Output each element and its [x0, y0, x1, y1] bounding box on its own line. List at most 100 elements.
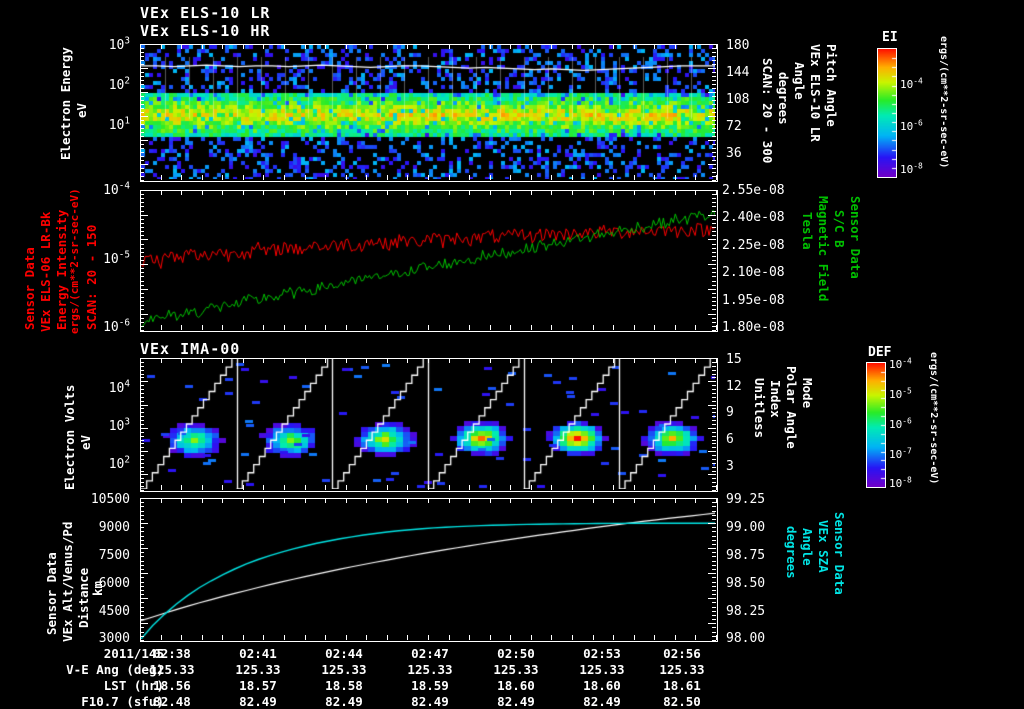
panel1-xtick [613, 175, 614, 180]
panel3-ytick [712, 463, 716, 464]
panel2-ytick [140, 194, 144, 195]
panel3-xtick [449, 485, 450, 490]
panel3-ytick [140, 420, 144, 421]
panel1-xtick [572, 175, 573, 180]
panel3-ytick [140, 440, 144, 441]
panel2-ytick [140, 301, 144, 302]
panel1-ytick [712, 132, 716, 133]
panel3-xtick [222, 358, 223, 363]
panel4-ytick [712, 540, 716, 541]
panel3-xtick [531, 485, 532, 490]
panel3-ytick [140, 408, 144, 409]
panel4-ytick [140, 602, 144, 603]
panel4-ytick [712, 502, 716, 503]
panel4-xtick [346, 498, 347, 503]
panel2-ytick [140, 235, 144, 236]
panel3-xtick [551, 358, 552, 363]
panel2-xtick [366, 190, 367, 195]
panel4-ytick [140, 573, 148, 574]
panel4-xtick [613, 498, 614, 503]
panel4-xtick [469, 498, 470, 503]
panel2-ytick [708, 239, 716, 240]
panel1-xtick [634, 44, 635, 49]
panel1-xtick [387, 44, 388, 49]
panel1-left-axis-label-line1: Electron Energy [58, 47, 73, 160]
panel2-ytick [712, 223, 716, 224]
panel2-xtick [572, 325, 573, 330]
panel2-xtick [346, 325, 347, 330]
panel2-xtick [284, 325, 285, 330]
panel1-ytick [712, 72, 716, 73]
panel4-xtick [325, 635, 326, 640]
bottom-cell-r1-c3: 125.33 [407, 662, 453, 677]
panel2-ytick [712, 202, 716, 203]
panel4-ytick-5: 3000 [98, 631, 130, 646]
panel3-xtick [161, 358, 162, 363]
panel2-left-label-line3: Energy Intensity [54, 209, 69, 330]
panel1-xtick [654, 175, 655, 180]
panel3-xtick [366, 485, 367, 490]
panel2-ytick [712, 305, 716, 306]
panel4-plot-area[interactable] [140, 498, 718, 642]
panel4-xtick [490, 498, 491, 503]
panel3-plot-area[interactable] [140, 358, 718, 492]
panel1-xtick [572, 44, 573, 49]
panel3-ytick [708, 451, 716, 452]
panel1-xtick [263, 44, 264, 49]
panel4-ytick [140, 569, 144, 570]
panel3-xtick [634, 485, 635, 490]
panel2-xtick [510, 325, 511, 330]
panel3-ytick [140, 405, 148, 406]
panel4-ytick [140, 506, 144, 507]
panel4-ytick [712, 506, 716, 507]
panel4-right-ytick-0: 99.25 [726, 492, 766, 507]
panel1-ytick [140, 116, 148, 117]
bottom-cell-r2-c4: 18.60 [497, 678, 535, 693]
panel1-ytick [712, 84, 716, 85]
panel3-xtick [593, 358, 594, 363]
panel1-plot-area[interactable] [140, 44, 718, 182]
panel4-xtick [222, 635, 223, 640]
panel3-xtick [305, 485, 306, 490]
panel1-ytick [140, 160, 144, 161]
panel4-ytick [712, 519, 716, 520]
panel1-xtick [284, 44, 285, 49]
panel3-ytick-0: 104 [108, 378, 130, 396]
panel2-xtick [593, 190, 594, 195]
panel1-ytick-1: 102 [108, 75, 130, 93]
panel1-ytick [712, 128, 716, 129]
panel1-ytick [712, 60, 716, 61]
panel2-ytick [712, 248, 716, 249]
panel2-ytick [712, 219, 716, 220]
bottom-cell-r2-c6: 18.61 [663, 678, 701, 693]
panel1-ytick-0: 103 [108, 35, 130, 53]
bottom-row-label-1: V-E Ang (deg) [66, 662, 164, 677]
panel3-ytick [140, 478, 144, 479]
panel2-xtick [551, 325, 552, 330]
panel2-xtick [531, 190, 532, 195]
panel1-ytick [140, 108, 144, 109]
panel4-xtick [695, 498, 696, 503]
panel1-xtick [346, 44, 347, 49]
panel1-xtick [675, 44, 676, 49]
panel1-ytick [712, 56, 716, 57]
panel3-ytick-2: 102 [108, 454, 130, 472]
panel1-title-lr: VEx ELS-10 LR [140, 4, 271, 22]
panel2-xtick [222, 325, 223, 330]
panel4-ytick [712, 565, 716, 566]
panel1-ytick [712, 168, 716, 169]
panel4-xtick [243, 635, 244, 640]
panel2-ytick [140, 268, 144, 269]
panel3-ytick [712, 393, 716, 394]
panel3-xtick [510, 485, 511, 490]
panel2-ytick [712, 260, 716, 261]
bottom-cell-r1-c1: 125.33 [235, 662, 281, 677]
panel3-xtick [695, 485, 696, 490]
panel4-xtick [572, 635, 573, 640]
panel1-xtick [243, 44, 244, 49]
panel2-plot-area[interactable] [140, 190, 718, 332]
panel4-xtick [202, 635, 203, 640]
panel1-xtick [531, 44, 532, 49]
panel4-ytick [140, 623, 148, 624]
bottom-cell-r0-c5: 02:53 [583, 646, 621, 661]
